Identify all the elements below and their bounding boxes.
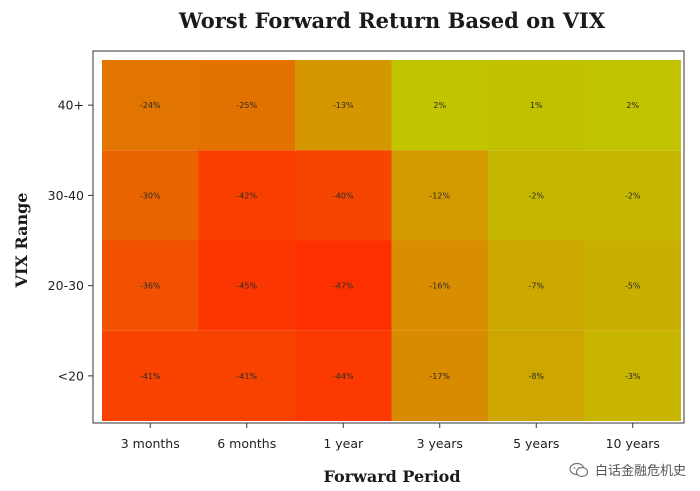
heatmap-cell xyxy=(102,150,199,241)
cell-value-label: -12% xyxy=(429,191,450,200)
x-tick-label: 3 years xyxy=(417,436,463,451)
cell-value-label: -47% xyxy=(333,282,354,291)
heatmap-cell xyxy=(295,150,392,241)
cell-value-label: -8% xyxy=(528,372,544,381)
cell-value-label: -7% xyxy=(528,282,544,291)
x-tick-label: 10 years xyxy=(606,436,660,451)
y-tick-label: 20-30 xyxy=(48,278,84,293)
cell-value-label: -2% xyxy=(528,191,544,200)
heatmap-cell xyxy=(584,330,681,421)
x-tick-label: 6 months xyxy=(217,436,276,451)
heatmap-cell xyxy=(102,330,199,421)
heatmap-cell xyxy=(295,240,392,331)
cell-value-label: 1% xyxy=(530,101,543,110)
cell-value-label: -24% xyxy=(140,101,161,110)
heatmap-cell xyxy=(391,150,488,241)
cell-value-label: -40% xyxy=(333,191,354,200)
x-tick-label: 1 year xyxy=(323,436,364,451)
heatmap-cell xyxy=(295,60,392,151)
heatmap-cell xyxy=(584,150,681,241)
cell-value-label: -3% xyxy=(625,372,641,381)
y-tick-label: 40+ xyxy=(58,98,84,113)
heatmap-cell xyxy=(391,60,488,151)
heatmap-cell xyxy=(102,240,199,331)
y-axis-ticks: 40+ 30-40 20-30 <20 xyxy=(48,98,93,383)
cell-value-label: -42% xyxy=(236,191,257,200)
cell-value-label: -44% xyxy=(333,372,354,381)
cell-value-label: -17% xyxy=(429,372,450,381)
y-tick-label: <20 xyxy=(58,368,84,383)
wechat-icon xyxy=(569,462,589,477)
heatmap-cell xyxy=(198,60,295,151)
heatmap-cell xyxy=(488,150,585,241)
x-tick-label: 5 years xyxy=(513,436,559,451)
cell-value-label: 2% xyxy=(433,101,446,110)
heatmap-cell xyxy=(391,330,488,421)
heatmap-cell xyxy=(198,150,295,241)
y-axis-title: VIX Range xyxy=(12,193,31,289)
y-tick-label: 30-40 xyxy=(48,188,84,203)
cell-value-label: -13% xyxy=(333,101,354,110)
plot-frame xyxy=(92,50,685,424)
heatmap-cell xyxy=(488,60,585,151)
x-tick-label: 3 months xyxy=(121,436,180,451)
cell-value-label: -36% xyxy=(140,282,161,291)
x-axis-title: Forward Period xyxy=(323,467,460,486)
heatmap-cell-labels: -24% -25% -13% 2% 1% 2% -30% -42% -40% -12% -2% -2%… xyxy=(140,101,641,381)
cell-value-label: -41% xyxy=(140,372,161,381)
x-axis-ticks: 3 months 6 months 1 year 3 years 5 years 10 y… xyxy=(121,423,660,451)
heatmap-cell xyxy=(102,60,199,151)
heatmap-cell xyxy=(295,330,392,421)
heatmap-cells xyxy=(102,60,681,421)
watermark: 白话金融危机史 xyxy=(569,460,686,479)
cell-value-label: -2% xyxy=(625,191,641,200)
heatmap-cell xyxy=(584,60,681,151)
heatmap-cell xyxy=(584,240,681,331)
watermark-text: 白话金融危机史 xyxy=(594,464,686,479)
cell-value-label: -41% xyxy=(236,372,257,381)
cell-value-label: -16% xyxy=(429,282,450,291)
cell-value-label: -5% xyxy=(625,282,641,291)
heatmap-cell xyxy=(488,330,585,421)
chart-title: Worst Forward Return Based on VIX xyxy=(178,8,606,33)
cell-value-label: 2% xyxy=(626,101,639,110)
cell-value-label: -30% xyxy=(140,191,161,200)
heatmap-cell xyxy=(198,330,295,421)
cell-value-label: -45% xyxy=(236,282,257,291)
heatmap-cell xyxy=(488,240,585,331)
heatmap-cell xyxy=(391,240,488,331)
cell-value-label: -25% xyxy=(236,101,257,110)
heatmap-cell xyxy=(198,240,295,331)
